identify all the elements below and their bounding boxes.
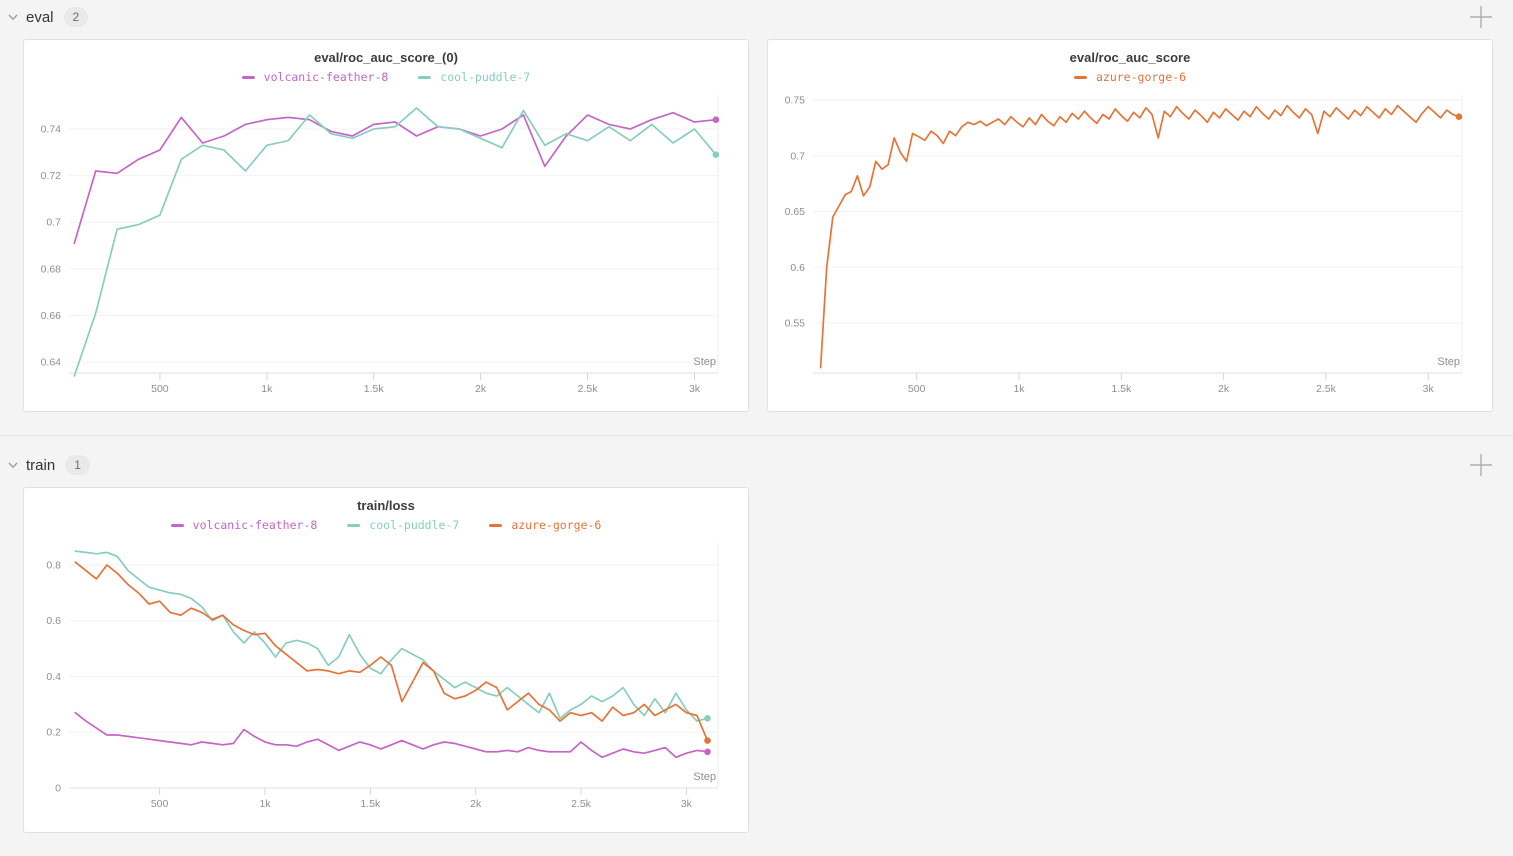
- svg-text:0.7: 0.7: [790, 150, 805, 162]
- svg-text:0.74: 0.74: [41, 124, 62, 136]
- legend-run-name: volcanic-feather-8: [192, 518, 318, 532]
- train-panels-row: train/loss volcanic-feather-8 cool-puddle…: [0, 482, 1513, 856]
- chart-title: train/loss: [357, 498, 415, 513]
- svg-text:0.6: 0.6: [46, 615, 61, 627]
- section-title-eval[interactable]: eval: [26, 8, 54, 26]
- svg-text:1k: 1k: [1013, 383, 1025, 395]
- svg-text:0.66: 0.66: [41, 310, 62, 322]
- legend-run-name: azure-gorge-6: [1095, 70, 1186, 84]
- line-chart-plot[interactable]: 0.8 0.6 0.4 0.2 0 500 1k 1.5k 2k 2.5k 3k Step: [24, 533, 748, 831]
- legend-run-name: azure-gorge-6: [511, 518, 602, 532]
- chart-title: eval/roc_auc_score_(0): [314, 50, 458, 65]
- legend-item-volcanic-feather-8[interactable]: volcanic-feather-8: [170, 518, 318, 532]
- legend-color-swatch: [1073, 75, 1087, 79]
- add-panel-button[interactable]: [1466, 450, 1496, 480]
- chart-title: eval/roc_auc_score: [1069, 50, 1191, 65]
- legend-item-volcanic-feather-8[interactable]: volcanic-feather-8: [241, 70, 389, 84]
- legend-color-swatch: [170, 523, 184, 527]
- line-chart-plot[interactable]: 0.74 0.72 0.7 0.68 0.66 0.64 500 1k 1.5k 2k 2.5k 3k…: [24, 85, 748, 410]
- chart-legend: volcanic-feather-8 cool-puddle-7: [24, 69, 748, 85]
- legend-color-swatch: [241, 75, 255, 79]
- svg-text:1k: 1k: [259, 798, 271, 810]
- legend-item-cool-puddle-7[interactable]: cool-puddle-7: [418, 70, 530, 84]
- svg-text:0.7: 0.7: [46, 217, 61, 229]
- section-train-header: train 1: [0, 448, 1513, 482]
- svg-text:0: 0: [55, 783, 61, 795]
- svg-text:3k: 3k: [681, 798, 693, 810]
- section-train: train 1 train/loss volcanic-feather-8 coo…: [0, 435, 1513, 856]
- panel-count-badge: 1: [65, 455, 90, 475]
- chart-panel-train-loss[interactable]: train/loss volcanic-feather-8 cool-puddle…: [23, 487, 749, 833]
- svg-text:0.2: 0.2: [46, 727, 61, 739]
- svg-text:Step: Step: [693, 356, 716, 368]
- chart-legend: volcanic-feather-8 cool-puddle-7 azure-gor…: [24, 517, 748, 533]
- svg-text:0.68: 0.68: [41, 263, 62, 275]
- legend-item-azure-gorge-6[interactable]: azure-gorge-6: [489, 518, 601, 532]
- legend-color-swatch: [489, 523, 503, 527]
- svg-text:500: 500: [151, 383, 169, 395]
- svg-text:2.5k: 2.5k: [571, 798, 592, 810]
- svg-text:2k: 2k: [475, 383, 487, 395]
- legend-item-azure-gorge-6[interactable]: azure-gorge-6: [1073, 70, 1186, 84]
- chart-panel-roc-auc-score[interactable]: eval/roc_auc_score azure-gorge-6 0.75 0.7…: [767, 39, 1493, 412]
- svg-text:1.5k: 1.5k: [360, 798, 381, 810]
- section-title-train[interactable]: train: [26, 456, 56, 474]
- add-panel-button[interactable]: [1466, 2, 1496, 32]
- legend-color-swatch: [418, 75, 432, 79]
- svg-text:1k: 1k: [261, 383, 273, 395]
- svg-text:0.75: 0.75: [785, 95, 806, 107]
- legend-run-name: cool-puddle-7: [440, 70, 531, 84]
- svg-text:0.72: 0.72: [41, 170, 62, 182]
- svg-text:2.5k: 2.5k: [578, 383, 599, 395]
- svg-text:1.5k: 1.5k: [364, 383, 385, 395]
- svg-text:2k: 2k: [1218, 383, 1230, 395]
- chart-panel-roc-auc-score-0[interactable]: eval/roc_auc_score_(0) volcanic-feather-…: [23, 39, 749, 412]
- svg-text:500: 500: [908, 383, 926, 395]
- svg-text:0.4: 0.4: [46, 671, 61, 683]
- svg-text:0.64: 0.64: [41, 357, 62, 369]
- section-eval: eval 2 eval/roc_auc_score_(0) volcanic-f…: [0, 0, 1513, 435]
- svg-text:0.65: 0.65: [785, 206, 806, 218]
- panel-count-badge: 2: [63, 7, 89, 27]
- svg-text:500: 500: [151, 798, 169, 810]
- svg-text:2.5k: 2.5k: [1316, 383, 1337, 395]
- chevron-down-icon[interactable]: [6, 10, 20, 24]
- svg-text:Step: Step: [1437, 356, 1460, 368]
- legend-run-name: cool-puddle-7: [369, 518, 460, 532]
- chevron-down-icon[interactable]: [6, 458, 20, 472]
- svg-text:0.55: 0.55: [785, 318, 806, 330]
- svg-text:0.8: 0.8: [46, 560, 61, 572]
- svg-text:0.6: 0.6: [790, 262, 805, 274]
- svg-text:1.5k: 1.5k: [1111, 383, 1132, 395]
- chart-legend: azure-gorge-6: [768, 69, 1492, 85]
- svg-text:2k: 2k: [470, 798, 482, 810]
- legend-run-name: volcanic-feather-8: [263, 70, 389, 84]
- legend-item-cool-puddle-7[interactable]: cool-puddle-7: [347, 518, 459, 532]
- legend-color-swatch: [347, 523, 361, 527]
- svg-text:3k: 3k: [689, 383, 701, 395]
- line-chart-plot[interactable]: 0.75 0.7 0.65 0.6 0.55 500 1k 1.5k 2k 2.5k 3k Step: [768, 85, 1492, 410]
- eval-panels-row: eval/roc_auc_score_(0) volcanic-feather-…: [0, 34, 1513, 435]
- section-eval-header: eval 2: [0, 0, 1513, 34]
- svg-text:Step: Step: [693, 771, 716, 783]
- svg-text:3k: 3k: [1423, 383, 1435, 395]
